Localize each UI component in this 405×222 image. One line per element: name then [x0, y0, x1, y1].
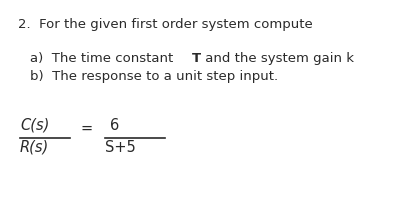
- Text: S+5: S+5: [105, 140, 136, 155]
- Text: 2.  For the given first order system compute: 2. For the given first order system comp…: [18, 18, 313, 31]
- Text: C(s): C(s): [20, 118, 49, 133]
- Text: 6: 6: [110, 118, 119, 133]
- Text: and the system gain k: and the system gain k: [201, 52, 354, 65]
- Text: R(s): R(s): [20, 140, 49, 155]
- Text: T: T: [192, 52, 201, 65]
- Text: =: =: [80, 121, 92, 135]
- Text: a)  The time constant: a) The time constant: [30, 52, 177, 65]
- Text: b)  The response to a unit step input.: b) The response to a unit step input.: [30, 70, 278, 83]
